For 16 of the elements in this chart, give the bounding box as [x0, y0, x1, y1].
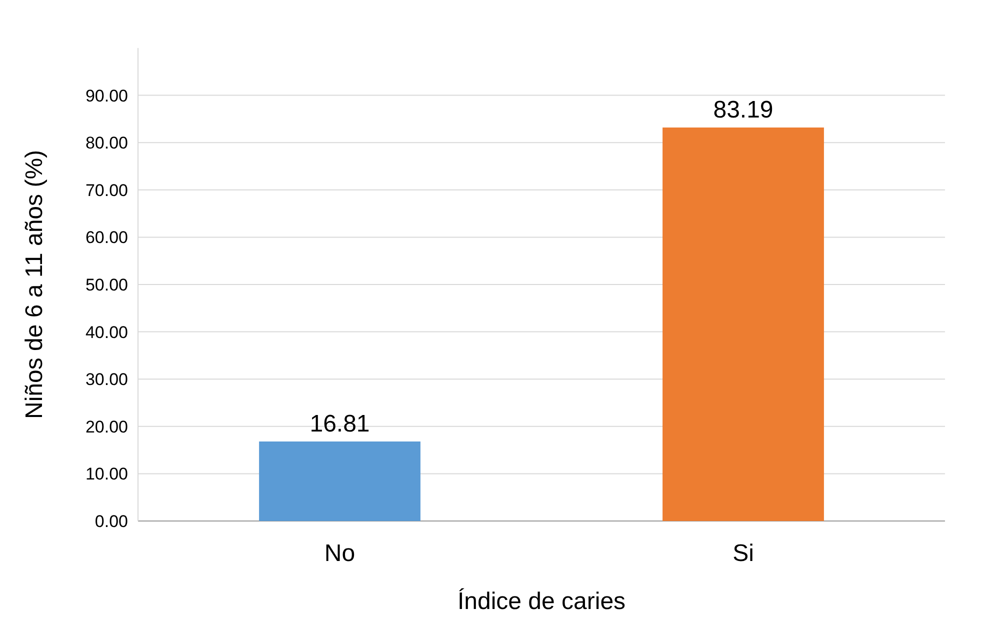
y-tick-label: 90.00	[85, 86, 128, 106]
y-tick-label: 40.00	[85, 322, 128, 342]
y-tick-label: 30.00	[85, 370, 128, 390]
y-tick-label: 80.00	[85, 134, 128, 153]
y-tick-label: 10.00	[85, 464, 128, 484]
y-tick-label: 20.00	[85, 417, 128, 436]
data-label: 16.81	[310, 410, 370, 438]
y-tick-label: 50.00	[85, 275, 128, 294]
y-tick-label: 70.00	[85, 180, 128, 200]
data-label: 83.19	[713, 96, 774, 124]
x-tick-label: Si	[732, 540, 754, 567]
y-tick-label: 0.00	[94, 512, 128, 531]
y-tick-label: 60.00	[85, 228, 128, 248]
x-axis-title: Índice de caries	[457, 588, 626, 615]
y-axis-title: Niños de 6 a 11 años (%)	[21, 150, 48, 420]
x-tick-label: No	[324, 540, 356, 567]
